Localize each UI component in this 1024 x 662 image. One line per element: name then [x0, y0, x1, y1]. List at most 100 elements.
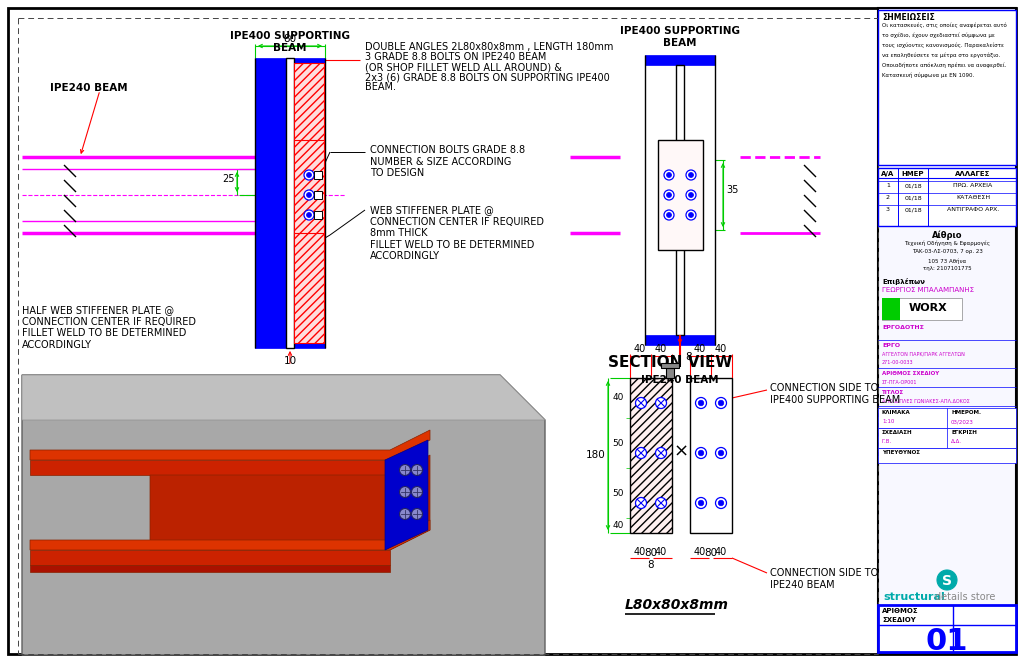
Text: IPE400 SUPPORTING
BEAM: IPE400 SUPPORTING BEAM	[620, 26, 740, 48]
Circle shape	[695, 448, 707, 459]
Text: 40: 40	[655, 344, 667, 354]
Circle shape	[399, 465, 411, 475]
Text: ΑΡΙΘΜΟΣ ΣΧΕΔΙΟΥ: ΑΡΙΘΜΟΣ ΣΧΕΔΙΟΥ	[882, 371, 939, 376]
Text: ΚΛΙΜΑΚΑ: ΚΛΙΜΑΚΑ	[882, 410, 910, 415]
Text: 1:10: 1:10	[882, 419, 894, 424]
Circle shape	[698, 401, 703, 406]
Circle shape	[664, 190, 674, 200]
Text: Γ.Β.: Γ.Β.	[882, 439, 892, 444]
Circle shape	[716, 397, 726, 408]
Text: ΑΡΙΘΜΟΣ: ΑΡΙΘΜΟΣ	[882, 608, 919, 614]
Text: 40: 40	[612, 520, 624, 530]
Circle shape	[306, 213, 311, 218]
Text: Αίθριο: Αίθριο	[932, 230, 963, 240]
Polygon shape	[30, 550, 390, 565]
Text: IPE240 BEAM: IPE240 BEAM	[641, 375, 719, 385]
Circle shape	[688, 173, 693, 177]
Text: L80x80x8mm: L80x80x8mm	[625, 598, 729, 612]
Text: DOUBLE ANGLES 2L80x80x8mm , LENGTH 180mm: DOUBLE ANGLES 2L80x80x8mm , LENGTH 180mm	[365, 42, 613, 52]
Text: ΑΓΓΕΛΤΟΝ ΠΑΡΚ/ΠΑΡΚ ΑΓΓΕΛΤΩΝ: ΑΓΓΕΛΤΟΝ ΠΑΡΚ/ΠΑΡΚ ΑΓΓΕΛΤΩΝ	[882, 352, 965, 357]
Text: 40: 40	[634, 344, 646, 354]
Bar	[676, 65, 684, 335]
Bar	[878, 448, 1016, 463]
Bar	[255, 58, 286, 348]
Text: Κατασκευή σύμφωνα με ΕΝ 1090.: Κατασκευή σύμφωνα με ΕΝ 1090.	[882, 73, 974, 79]
Bar	[294, 140, 324, 250]
Text: 271-00-0033: 271-00-0033	[882, 360, 913, 365]
Text: 50: 50	[612, 438, 624, 448]
Bar	[878, 8, 1016, 654]
Text: 03/2023: 03/2023	[951, 419, 974, 424]
Text: 50: 50	[612, 489, 624, 498]
Text: 40: 40	[634, 547, 646, 557]
Text: 40: 40	[694, 344, 707, 354]
Circle shape	[718, 401, 724, 406]
Bar	[645, 335, 715, 345]
Circle shape	[664, 210, 674, 220]
Text: 105 73 Αθήνα: 105 73 Αθήνα	[928, 258, 966, 263]
Circle shape	[686, 210, 696, 220]
Text: 8: 8	[648, 560, 654, 570]
Circle shape	[655, 397, 667, 408]
Circle shape	[306, 193, 311, 197]
Circle shape	[304, 190, 314, 200]
Circle shape	[636, 448, 646, 459]
Polygon shape	[30, 430, 430, 460]
Circle shape	[412, 508, 423, 520]
Circle shape	[306, 173, 311, 177]
Circle shape	[667, 213, 672, 218]
Bar	[286, 58, 294, 348]
Text: 10: 10	[284, 356, 297, 366]
Text: ΗΜΕΡ: ΗΜΕΡ	[902, 171, 925, 177]
Text: ΤΑΚ-03-ΛΣ-0703, 7 ορ. 23: ΤΑΚ-03-ΛΣ-0703, 7 ορ. 23	[911, 249, 982, 254]
Text: ×: ×	[674, 443, 688, 461]
Text: Οι κατασκευές, στις οποίες αναφέρεται αυτό: Οι κατασκευές, στις οποίες αναφέρεται αυ…	[882, 23, 1007, 28]
Polygon shape	[150, 455, 430, 550]
Text: 2: 2	[886, 195, 890, 200]
Text: 3 GRADE 8.8 BOLTS ON IPE240 BEAM: 3 GRADE 8.8 BOLTS ON IPE240 BEAM	[365, 52, 547, 62]
Text: το σχέδιο, έχουν σχεδιαστεί σύμφωνα με: το σχέδιο, έχουν σχεδιαστεί σύμφωνα με	[882, 33, 995, 38]
Text: 01/18: 01/18	[904, 195, 922, 200]
Text: (OR SHOP FILLET WELD ALL AROUND) &: (OR SHOP FILLET WELD ALL AROUND) &	[365, 62, 562, 72]
Text: 40: 40	[715, 547, 727, 557]
Polygon shape	[30, 565, 390, 572]
Text: τους ισχύοντες κανονισμούς. Παρακαλείστε: τους ισχύοντες κανονισμούς. Παρακαλείστε	[882, 43, 1004, 48]
Text: 3: 3	[886, 207, 890, 212]
Text: ΠΡΩ. ΑΡΧΕΙΑ: ΠΡΩ. ΑΡΧΕΙΑ	[953, 183, 992, 188]
Text: CONNECTION SIDE TO
IPE240 BEAM: CONNECTION SIDE TO IPE240 BEAM	[770, 568, 879, 590]
Circle shape	[399, 508, 411, 520]
Text: 2x3 (6) GRADE 8.8 BOLTS ON SUPPORTING IPE400: 2x3 (6) GRADE 8.8 BOLTS ON SUPPORTING IP…	[365, 72, 609, 82]
Text: S: S	[942, 574, 952, 588]
Text: ΓΕΩΡΓΙΟΣ ΜΠΑΛΑΜΠΑΝΗΣ: ΓΕΩΡΓΙΟΣ ΜΠΑΛΑΜΠΑΝΗΣ	[882, 287, 974, 293]
Bar	[314, 191, 322, 199]
Text: Επιβλέπων: Επιβλέπων	[882, 278, 925, 285]
Polygon shape	[22, 375, 545, 655]
Text: CONNECTION BOLTS GRADE 8.8
NUMBER & SIZE ACCORDING
TO DESIGN: CONNECTION BOLTS GRADE 8.8 NUMBER & SIZE…	[370, 145, 525, 178]
Text: IPE240 BEAM: IPE240 BEAM	[50, 83, 128, 93]
Circle shape	[655, 498, 667, 508]
Bar	[690, 378, 732, 533]
Text: να επαληθεύσετε τα μέτρα στο εργοτάξιο.: να επαληθεύσετε τα μέτρα στο εργοτάξιο.	[882, 53, 1000, 58]
Circle shape	[399, 487, 411, 498]
Text: HALF WEB STIFFENER PLATE @
CONNECTION CENTER IF REQUIRED
FILLET WELD TO BE DETER: HALF WEB STIFFENER PLATE @ CONNECTION CE…	[22, 305, 196, 350]
Bar	[878, 428, 1016, 448]
Circle shape	[716, 498, 726, 508]
Text: ΑΛΛΑΓΕΣ: ΑΛΛΑΓΕΣ	[955, 171, 990, 177]
Bar	[314, 211, 322, 219]
Circle shape	[698, 450, 703, 455]
Text: ΤΙΤΛΟΣ: ΤΙΤΛΟΣ	[882, 390, 904, 395]
Bar	[645, 55, 715, 65]
Text: CONNECTION SIDE TO
IPE400 SUPPORTING BEAM: CONNECTION SIDE TO IPE400 SUPPORTING BEA…	[770, 383, 900, 404]
Circle shape	[655, 448, 667, 459]
Text: ΚΑΤΑΘΕΣΗ: ΚΑΤΑΘΕΣΗ	[956, 195, 990, 200]
Circle shape	[412, 465, 423, 475]
Text: ΣΗΜΕΙΩΣΕΙΣ: ΣΗΜΕΙΩΣΕΙΣ	[882, 13, 935, 22]
Text: BEAM.: BEAM.	[365, 82, 396, 92]
Polygon shape	[22, 375, 545, 420]
Text: 40: 40	[694, 547, 707, 557]
Circle shape	[304, 210, 314, 220]
Text: ΕΓΚΡΙΣΗ: ΕΓΚΡΙΣΗ	[951, 430, 977, 435]
Text: Α/Α: Α/Α	[882, 171, 895, 177]
Text: 80: 80	[644, 548, 657, 558]
Circle shape	[686, 190, 696, 200]
